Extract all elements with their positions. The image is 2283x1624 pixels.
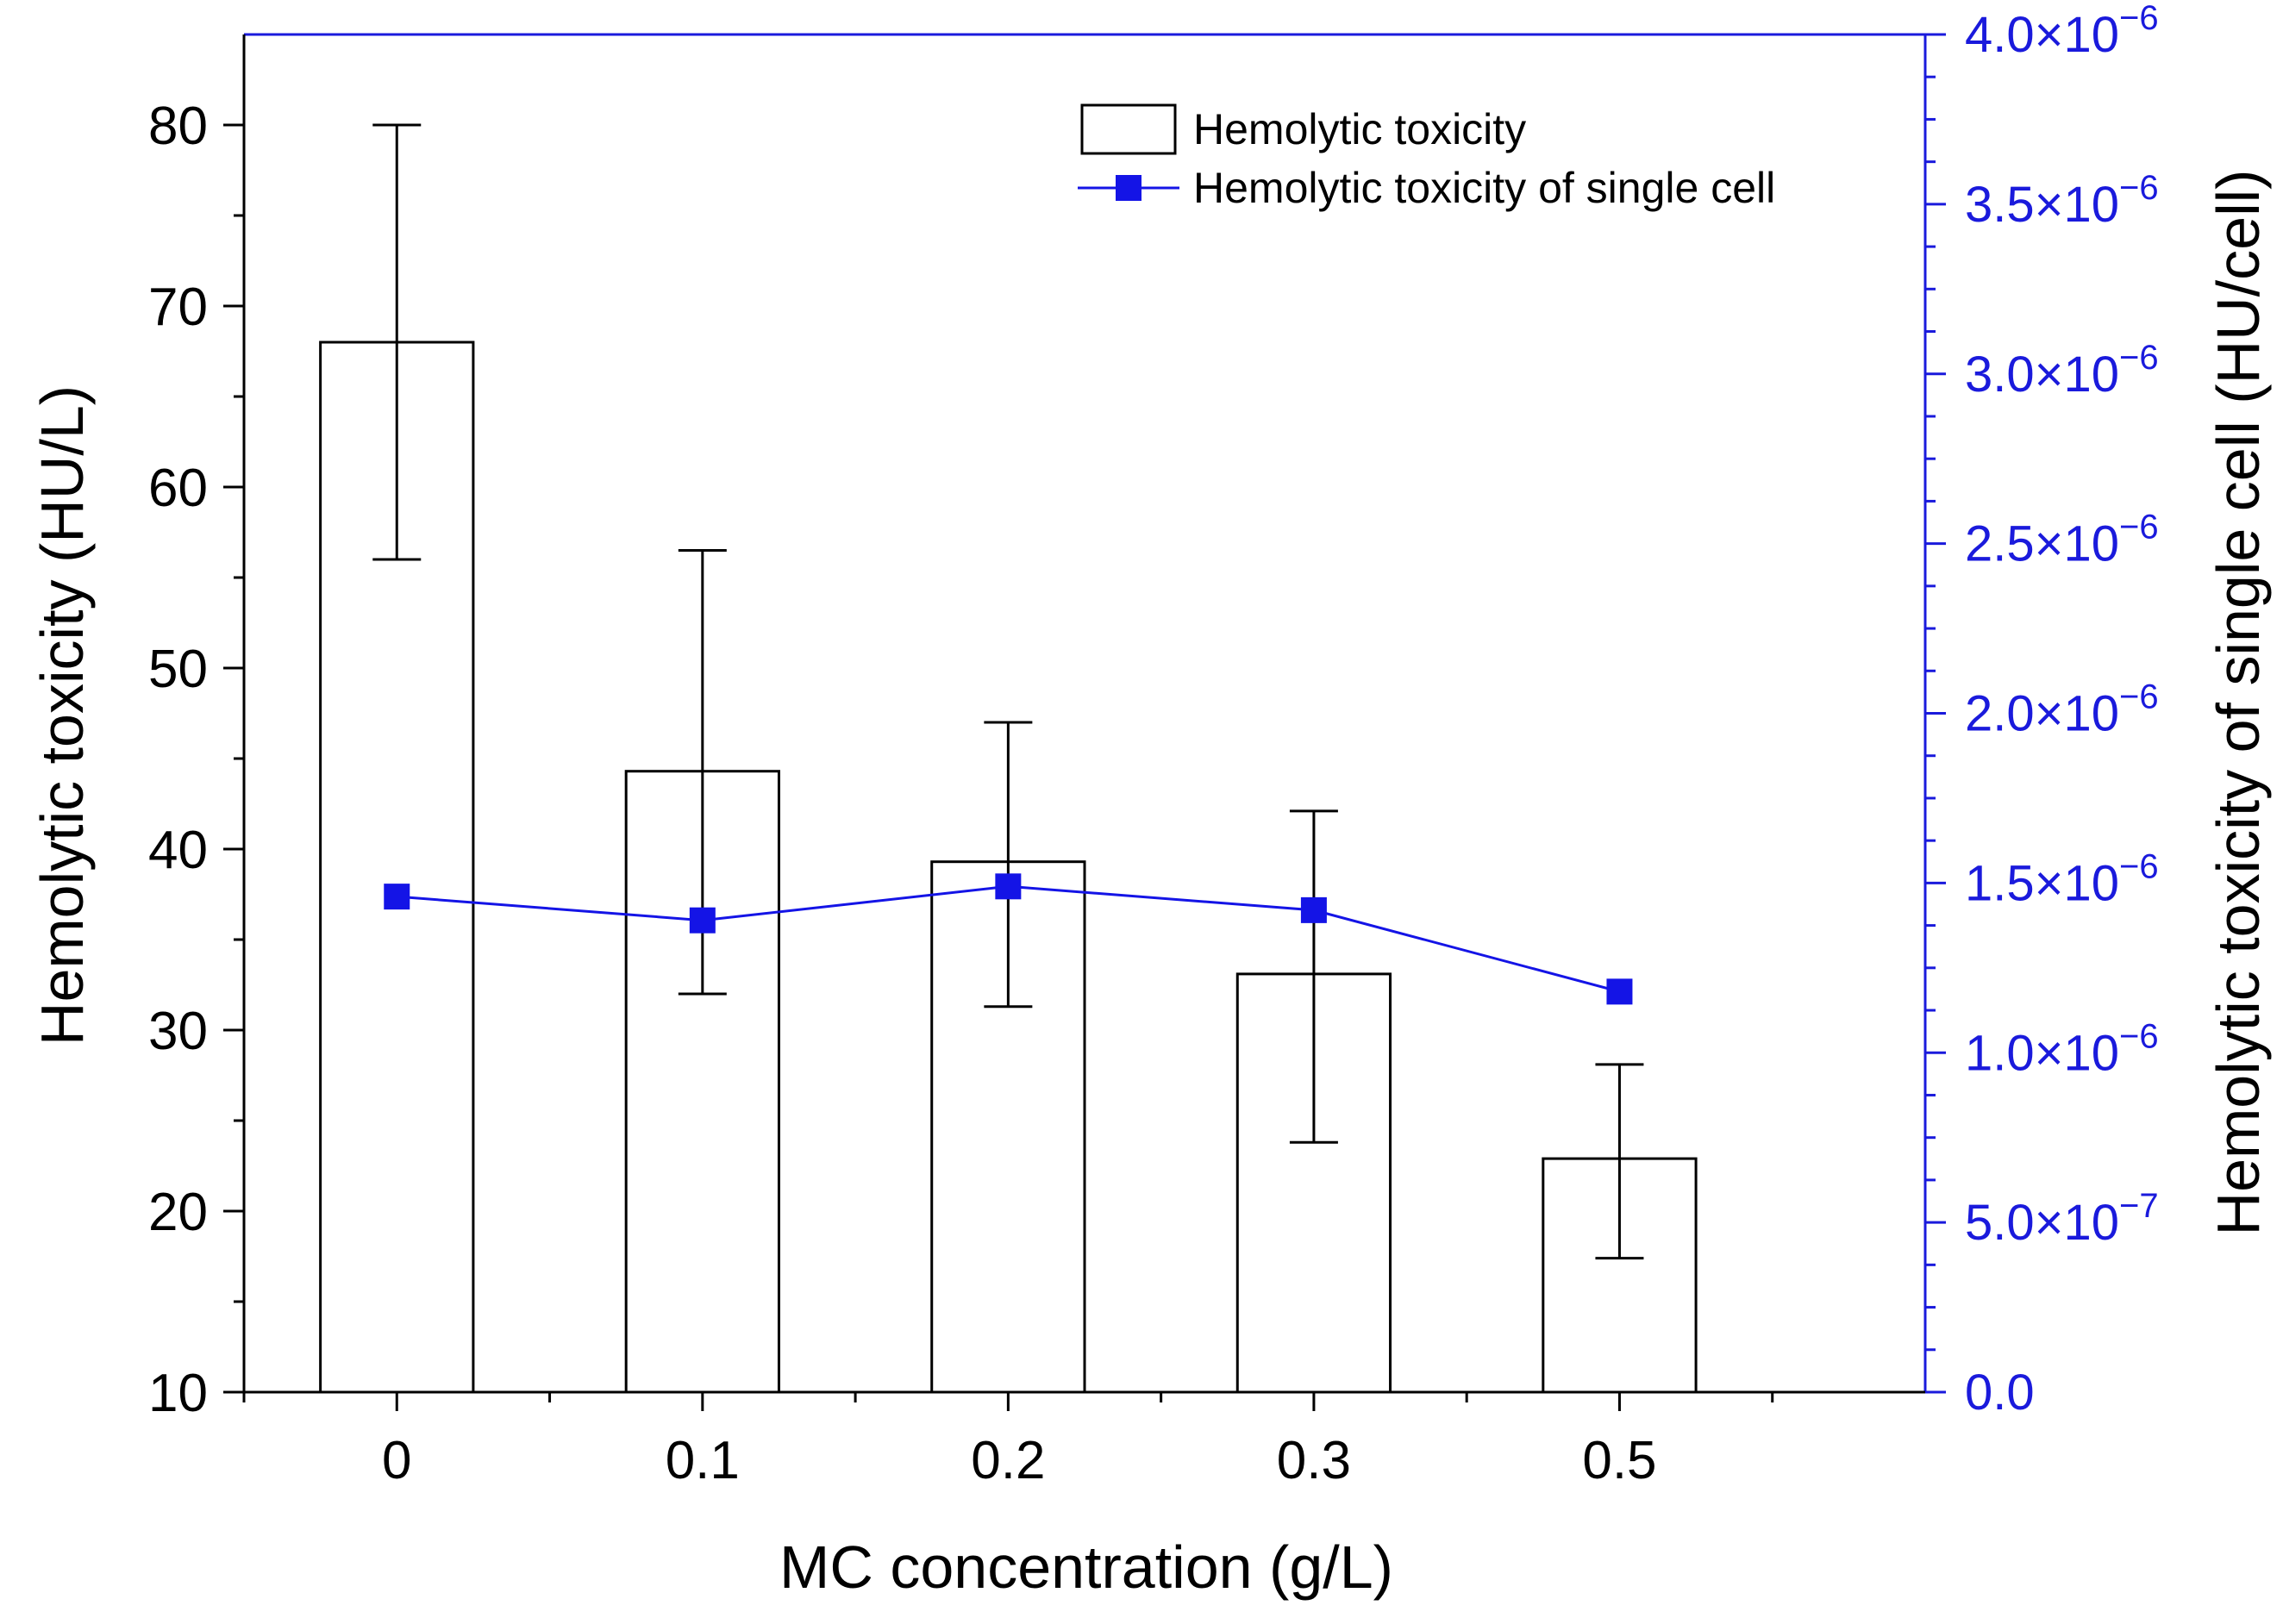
legend-bar-label: Hemolytic toxicity [1193, 105, 1526, 153]
left-tick-label: 20 [148, 1183, 208, 1242]
series-point [689, 907, 716, 934]
legend-line-label: Hemolytic toxicity of single cell [1193, 164, 1775, 212]
legend-line-marker [1116, 175, 1142, 201]
left-tick-label: 80 [148, 97, 208, 156]
right-axis-ticks: 0.0 5.0×10−7 1.0×10−6 1.5×10−6 2.0×10−6 2.5×1… [1925, 0, 2159, 1421]
x-tick-label: 0.2 [971, 1431, 1045, 1490]
series-point [995, 873, 1022, 900]
left-tick-label: 50 [148, 640, 208, 699]
series-point [1606, 978, 1633, 1005]
right-tick-label: 0.0 [1965, 1365, 2035, 1421]
left-axis-title: Hemolytic toxicity (HU/L) [28, 385, 96, 1046]
right-tick-label: 2.5×10−6 [1965, 509, 2159, 572]
left-tick-label: 30 [148, 1002, 208, 1061]
line-series [384, 873, 1633, 1005]
right-axis-title: Hemolytic toxicity of single cell (HU/ce… [2205, 170, 2272, 1236]
legend: Hemolytic toxicity Hemolytic toxicity of… [1078, 103, 1775, 212]
right-tick-label: 3.5×10−6 [1965, 169, 2159, 233]
x-tick-label: 0.5 [1582, 1431, 1656, 1490]
left-axis-ticks: 10 20 30 40 50 60 70 80 [148, 97, 244, 1423]
right-tick-label: 2.0×10−6 [1965, 678, 2159, 742]
right-tick-label: 1.5×10−6 [1965, 847, 2159, 911]
x-tick-label: 0.3 [1277, 1431, 1351, 1490]
x-axis-title: MC concentration (g/L) [779, 1533, 1393, 1601]
right-tick-label: 1.0×10−6 [1965, 1017, 2159, 1081]
left-tick-label: 70 [148, 278, 208, 337]
left-tick-label: 10 [148, 1364, 208, 1423]
left-tick-label: 60 [148, 459, 208, 518]
x-tick-label: 0.1 [666, 1431, 740, 1490]
right-tick-label: 5.0×10−7 [1965, 1187, 2159, 1251]
x-axis-ticks: 0 0.1 0.2 0.3 0.5 [242, 1392, 1774, 1490]
right-tick-label: 4.0×10−6 [1965, 0, 2159, 63]
legend-bar-swatch [1080, 103, 1177, 155]
series-point [384, 884, 410, 910]
series-point [1300, 896, 1327, 923]
left-tick-label: 40 [148, 821, 208, 880]
right-tick-label: 3.0×10−6 [1965, 339, 2159, 403]
x-tick-label: 0 [382, 1431, 411, 1490]
